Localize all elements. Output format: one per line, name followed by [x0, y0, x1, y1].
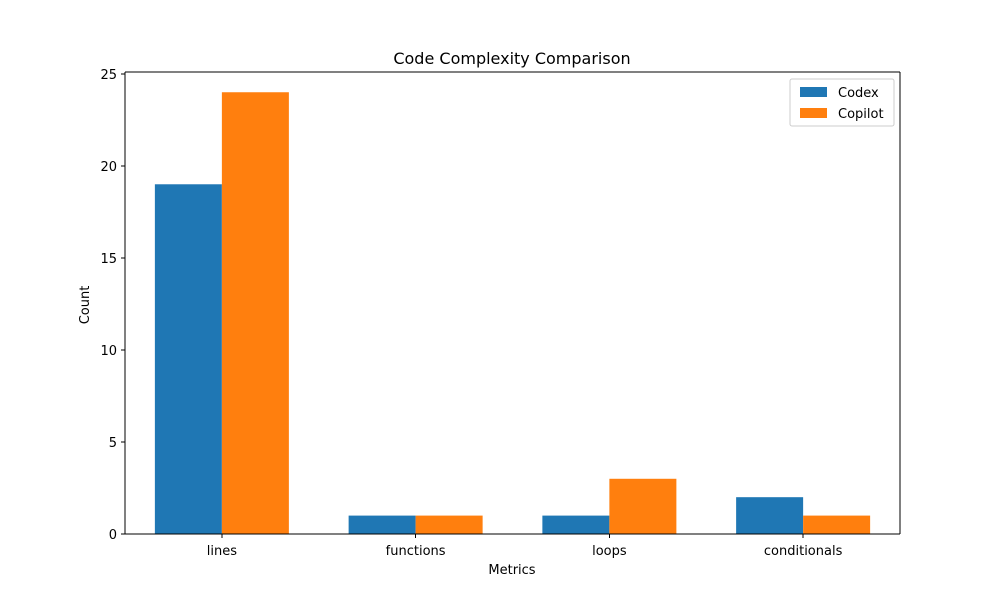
chart-title: Code Complexity Comparison	[393, 49, 630, 68]
bar-codex-conditionals	[736, 497, 804, 534]
bar-codex-lines	[154, 184, 222, 535]
bar-copilot-functions	[415, 515, 483, 534]
bar-codex-loops	[542, 515, 610, 534]
y-tick-label: 25	[100, 68, 117, 83]
y-tick-label: 0	[109, 528, 117, 543]
y-tick-label: 10	[100, 344, 117, 359]
bar-codex-functions	[348, 515, 416, 534]
y-tick-label: 20	[100, 160, 117, 175]
y-tick-label: 15	[100, 252, 117, 267]
y-tick-label: 5	[109, 436, 117, 451]
bar-copilot-conditionals	[803, 515, 871, 534]
plot-area: 0 5 10 15 20 25 lines functions loops conditional…	[100, 68, 901, 559]
x-tick-label: loops	[592, 544, 627, 559]
legend-swatch-copilot	[800, 108, 827, 118]
legend: Codex Copilot	[789, 78, 895, 127]
x-tick-label: functions	[386, 544, 446, 559]
y-axis-label: Count	[78, 286, 93, 325]
x-tick-label: conditionals	[764, 544, 843, 559]
bar-copilot-lines	[221, 92, 289, 534]
legend-swatch-codex	[800, 87, 827, 97]
bar-copilot-loops	[609, 478, 677, 534]
legend-label-copilot: Copilot	[838, 107, 884, 122]
x-tick-label: lines	[207, 544, 237, 559]
legend-label-codex: Codex	[838, 86, 879, 101]
x-axis-label: Metrics	[488, 563, 535, 578]
